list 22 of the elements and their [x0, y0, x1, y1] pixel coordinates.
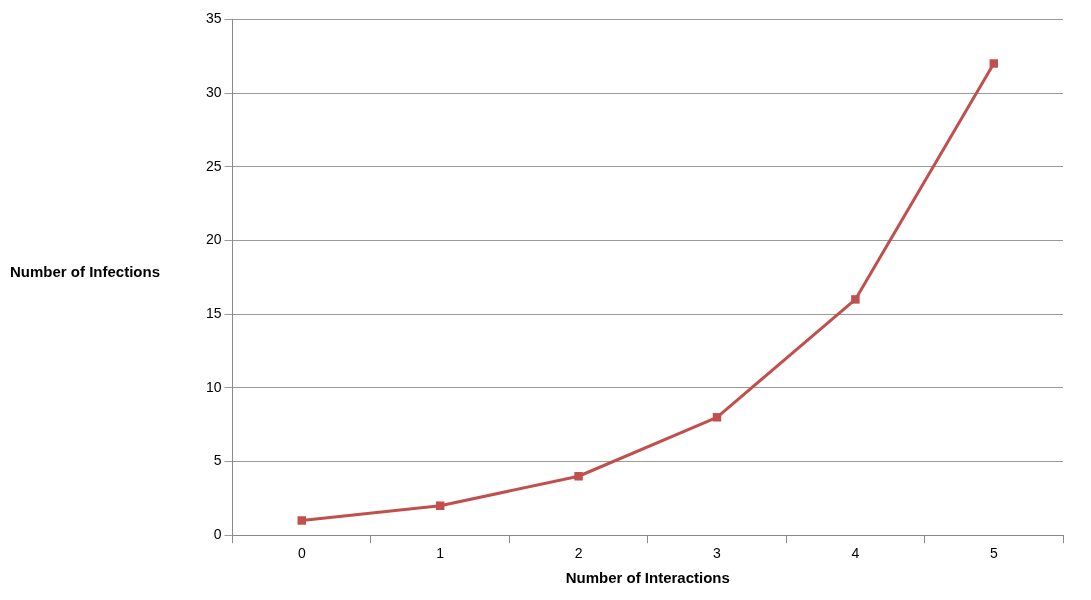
point	[712, 413, 722, 422]
y-tick-label: 5	[213, 452, 222, 469]
point	[574, 472, 583, 481]
x-tick-label: 4	[851, 545, 860, 562]
y-tick-label: 0	[213, 526, 222, 543]
x-tick-label: 2	[574, 545, 583, 562]
y-tick-label: 15	[205, 305, 222, 321]
y-tick-label: 35	[205, 10, 222, 27]
y-axis-title: Number of Infections	[10, 263, 161, 280]
y-tick-label: 25	[205, 157, 222, 174]
point	[989, 59, 999, 68]
x-tick-label: 5	[989, 545, 998, 562]
point	[851, 295, 860, 304]
y-tick-label: 20	[205, 231, 222, 248]
point	[297, 516, 307, 525]
y-tick-label: 30	[205, 83, 222, 100]
x-tick-label: 3	[713, 545, 722, 562]
y-tick-label: 10	[205, 378, 222, 395]
x-tick-label: 0	[297, 545, 306, 562]
x-axis-title: Number of Interactions	[565, 569, 730, 587]
point	[435, 501, 445, 510]
x-tick-label: 1	[436, 545, 445, 562]
